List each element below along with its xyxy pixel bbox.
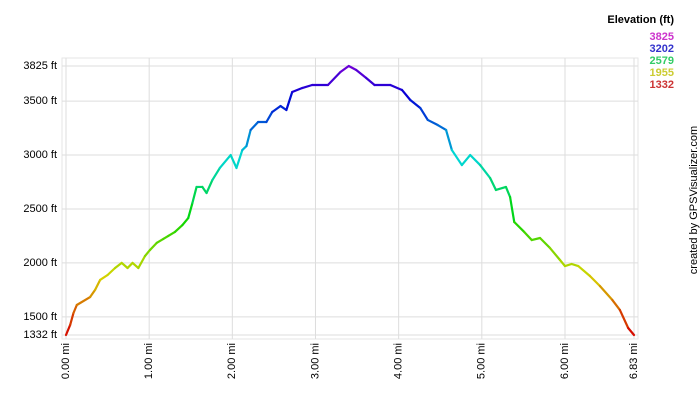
elevation-segment	[69, 311, 75, 327]
x-tick-label: 6.83 mi	[628, 343, 640, 379]
elevation-segment	[155, 237, 165, 245]
elevation-segment	[148, 241, 158, 252]
elevation-segment	[265, 110, 274, 124]
elevation-segment	[301, 83, 314, 90]
elevation-segment	[389, 83, 404, 92]
elevation-segment	[205, 178, 214, 195]
elevation-segment	[120, 261, 129, 270]
elevation-segment	[94, 278, 102, 291]
elevation-segment	[167, 230, 177, 238]
legend-entry: 1955	[650, 67, 674, 79]
elevation-segment	[611, 298, 621, 312]
elevation-segment	[618, 308, 630, 330]
y-tick-label: 3825 ft	[23, 60, 57, 72]
elevation-segment	[106, 266, 117, 277]
x-tick-label: 2.00 mi	[226, 343, 238, 379]
elevation-segment	[523, 230, 533, 242]
elevation-segment	[479, 163, 492, 180]
y-tick-label: 3000 ft	[23, 149, 57, 161]
elevation-segment	[229, 153, 238, 170]
elevation-segment	[598, 284, 614, 302]
elevation-segment	[504, 185, 512, 199]
elevation-segment	[187, 201, 194, 220]
legend-entry: 2579	[650, 55, 674, 67]
legend-entry: 3825	[650, 31, 674, 43]
x-tick-label: 6.00 mi	[559, 343, 571, 379]
y-tick-label: 2500 ft	[23, 203, 57, 215]
elevation-segment	[444, 128, 453, 152]
elevation-segment	[558, 258, 567, 268]
elevation-segment	[249, 120, 260, 132]
elevation-segment	[570, 262, 580, 268]
elevation-segment	[548, 246, 562, 262]
credit: created by GPSVisualizer.com	[688, 126, 700, 274]
elevation-segment	[489, 176, 498, 192]
elevation-segment	[126, 261, 134, 270]
elevation-segment	[530, 236, 542, 242]
elevation-segment	[508, 195, 516, 224]
elevation-segment	[419, 106, 429, 122]
elevation-segment	[426, 118, 439, 127]
elevation-segment	[339, 64, 350, 74]
y-tick-label: 1500 ft	[23, 311, 57, 323]
elevation-segment	[538, 236, 552, 250]
elevation-segment	[494, 185, 508, 192]
elevation-segment	[563, 262, 573, 268]
elevation-segment	[450, 148, 463, 167]
elevation-segment	[271, 104, 282, 114]
elevation-segment	[218, 153, 232, 170]
legend-entry: 3202	[650, 43, 674, 55]
elevation-segment	[588, 274, 602, 288]
x-tick-label: 0.00 mi	[60, 343, 72, 379]
elevation-segment	[191, 185, 198, 205]
elevation-segment	[113, 261, 123, 270]
plot-frame	[61, 57, 639, 340]
x-tick-label: 3.00 mi	[309, 343, 321, 379]
elevation-segment	[326, 70, 342, 87]
elevation-segment	[137, 254, 147, 270]
elevation-segment	[513, 220, 526, 234]
elevation-segment	[211, 166, 221, 182]
elevation-segment	[285, 90, 294, 112]
elevation-segment	[89, 288, 97, 299]
x-tick-label: 1.00 mi	[143, 343, 155, 379]
elevation-segment	[400, 88, 412, 102]
elevation-segment	[291, 86, 304, 94]
elevation-segment	[72, 303, 78, 315]
y-tick-label: 3500 ft	[23, 95, 57, 107]
elevation-segment	[235, 148, 244, 170]
elevation-segment	[409, 98, 422, 110]
legend-entry: 1332	[650, 79, 674, 91]
elevation-segment	[173, 223, 184, 234]
elevation-segment	[64, 323, 72, 337]
elevation-segment	[460, 153, 472, 167]
elevation-segment	[98, 273, 109, 282]
elevation-segment	[181, 216, 190, 227]
y-tick-label: 2000 ft	[23, 257, 57, 269]
elevation-segment	[347, 64, 358, 72]
elevation-segment	[143, 248, 152, 258]
elevation-segment	[627, 326, 636, 337]
x-tick-label: 4.00 mi	[393, 343, 405, 379]
legend-title: Elevation (ft)	[607, 14, 674, 26]
elevation-segment	[355, 68, 368, 80]
x-tick-label: 5.00 mi	[476, 343, 488, 379]
elevation-segment	[365, 76, 376, 87]
elevation-segment	[436, 123, 448, 132]
elevation-segment	[75, 295, 92, 307]
elevation-segment	[577, 264, 592, 278]
elevation-segment	[469, 153, 482, 167]
elevation-segment	[131, 261, 140, 270]
y-tick-label: 1332 ft	[23, 329, 57, 341]
elevation-segment	[279, 104, 288, 112]
elevation-segment	[245, 128, 252, 148]
